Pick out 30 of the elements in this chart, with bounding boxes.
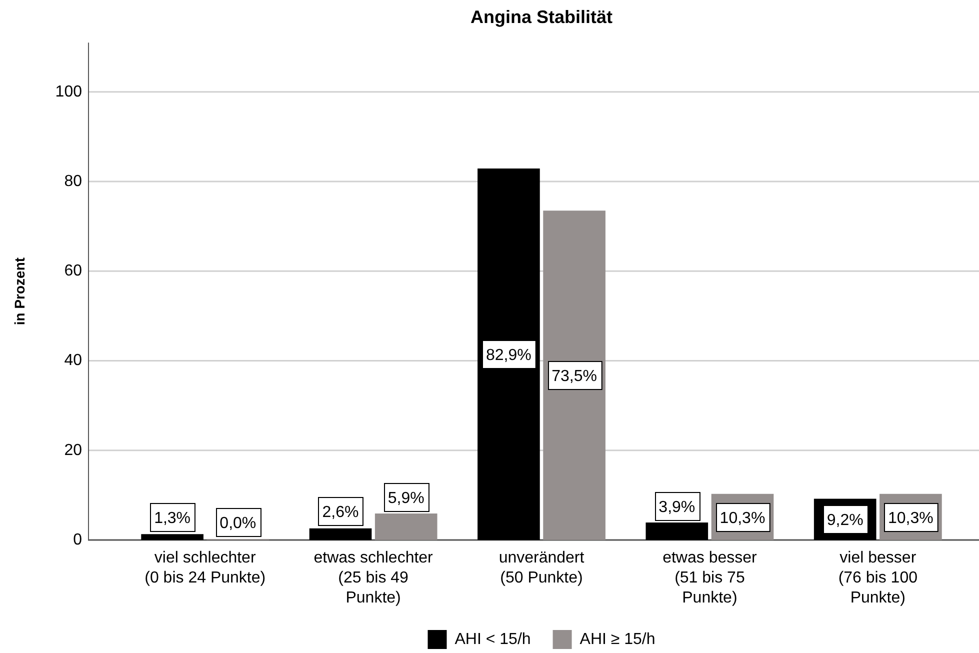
data-label: 2,6% (322, 504, 359, 521)
data-label: 10,3% (888, 510, 934, 527)
chart-title: Angina Stabilität (470, 6, 613, 27)
y-tick-label: 20 (64, 442, 82, 459)
y-axis-title: in Prozent (11, 257, 28, 326)
legend-label: AHI ≥ 15/h (580, 630, 656, 648)
x-tick-label: unverändert (50 Punkte) (498, 549, 585, 586)
bar (543, 210, 606, 540)
legend-label: AHI < 15/h (454, 630, 531, 648)
y-tick-label: 40 (64, 352, 82, 370)
data-label: 1,3% (154, 510, 191, 527)
bar (374, 514, 438, 540)
bar (141, 534, 204, 540)
bar (478, 168, 540, 540)
data-label: 73,5% (552, 368, 597, 385)
y-tick-label: 0 (73, 531, 82, 548)
x-tick-label: viel besser (76 bis 100 Punkte) (838, 549, 918, 606)
y-tick-label: 80 (64, 172, 82, 190)
y-tick-label: 60 (64, 262, 82, 280)
data-label: 5,9% (388, 490, 424, 507)
x-tick-label: etwas besser (51 bis 75 Punkte) (662, 549, 758, 606)
x-tick-label: etwas schlechter (25 bis 49 Punkte) (314, 549, 434, 606)
x-tick-label: viel schlechter (0 bis 24 Punkte) (144, 549, 266, 586)
data-label: 3,9% (658, 498, 696, 516)
y-tick-label: 100 (55, 83, 82, 100)
bar (309, 528, 372, 540)
data-label: 9,2% (826, 512, 864, 529)
data-label: 82,9% (486, 346, 532, 364)
data-label: 10,3% (720, 510, 766, 527)
data-label: 0,0% (220, 514, 256, 532)
